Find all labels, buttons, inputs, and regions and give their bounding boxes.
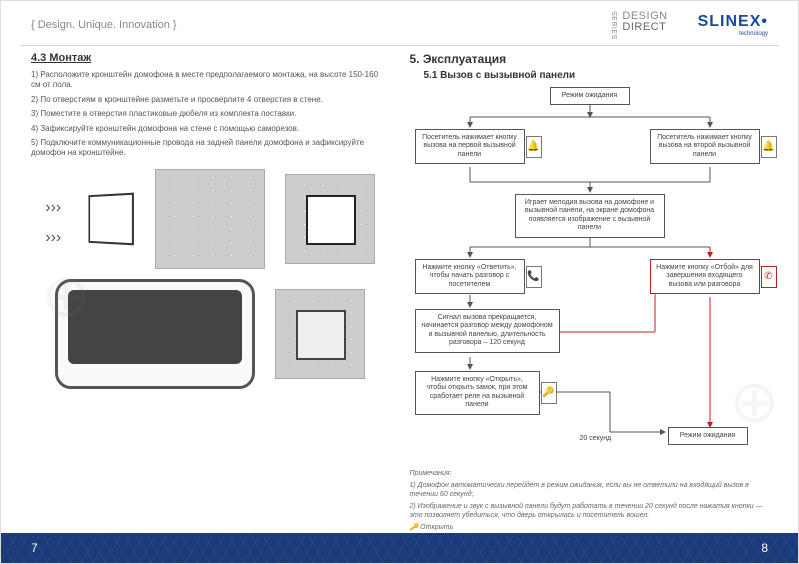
- monitor-device: [55, 279, 255, 389]
- section-5-title: 5. Эксплуатация: [410, 52, 769, 66]
- slinex-logo: SLINEX• technology: [698, 13, 768, 37]
- note-open-icon: 🔑 Открыть: [410, 523, 769, 532]
- box-melody: Играет мелодия вызова на домофоне и вызы…: [515, 194, 665, 238]
- box-standby2: Режим ожидания: [668, 427, 748, 445]
- note: 1) Домофон автоматически перейдет в режи…: [410, 481, 769, 499]
- reject-icon: ✆: [761, 266, 777, 288]
- figure-row-2: [55, 279, 365, 389]
- section-5-1-title: 5.1 Вызов с вызывной панели: [424, 70, 769, 81]
- right-column: 5. Эксплуатация 5.1 Вызов с вызывной пан…: [400, 52, 779, 526]
- box-open: Нажмите кнопку «Открыть», чтобы открыть …: [415, 371, 540, 415]
- answer-icon: 📞: [526, 266, 542, 288]
- footer: 7 8: [1, 533, 798, 563]
- step: 1) Расположите кронштейн домофона в мест…: [31, 70, 390, 91]
- wall-mounted: [275, 289, 365, 379]
- step: 2) По отверстиям в кронштейне разметьте …: [31, 95, 390, 105]
- header: { Design. Unique. Innovation } SERIES DE…: [1, 1, 798, 45]
- step: 3) Поместите в отверстия пластиковые дюб…: [31, 109, 390, 119]
- page-right: 8: [761, 541, 768, 555]
- section-4-3-title: 4.3 Монтаж: [31, 52, 390, 64]
- figures: ››› ›››: [31, 169, 390, 389]
- open-icon: 🔑: [541, 382, 557, 404]
- step: 5) Подключите коммуникационные провода н…: [31, 138, 390, 159]
- label-20sec: 20 секунд: [580, 435, 612, 442]
- box-call-panel1: Посетитель нажимает кнопку вызова на пер…: [415, 129, 525, 164]
- note: 2) Изображение и звук с вызывной панели …: [410, 502, 769, 520]
- notes-title: Примечания:: [410, 469, 769, 478]
- mounting-steps: 1) Расположите кронштейн домофона в мест…: [31, 70, 390, 159]
- content: 4.3 Монтаж 1) Расположите кронштейн домо…: [1, 46, 798, 526]
- box-signal: Сигнал вызова прекращается, начинается р…: [415, 309, 560, 353]
- bell-icon: 🔔: [761, 136, 777, 158]
- box-reject: Нажмите кнопку «Отбой» для завершения вх…: [650, 259, 760, 294]
- figure-row-1: ››› ›››: [45, 169, 375, 269]
- notes: Примечания: 1) Домофон автоматически пер…: [410, 469, 769, 533]
- box-answer: Нажмите кнопку «Ответить», чтобы начать …: [415, 259, 525, 294]
- brands: SERIES DESIGN DIRECT SLINEX• technology: [610, 11, 768, 40]
- series-design-direct: SERIES DESIGN DIRECT: [610, 11, 668, 40]
- flowchart: Режим ожидания Посетитель нажимает кнопк…: [410, 87, 770, 467]
- left-column: 4.3 Монтаж 1) Расположите кронштейн домо…: [21, 52, 400, 526]
- page: { Design. Unique. Innovation } SERIES DE…: [0, 0, 799, 564]
- wall-with-anchors: [155, 169, 265, 269]
- bell-icon: 🔔: [526, 136, 542, 158]
- tagline: { Design. Unique. Innovation }: [31, 19, 177, 31]
- page-left: 7: [31, 541, 38, 555]
- step: 4) Зафиксируйте кронштейн домофона на ст…: [31, 124, 390, 134]
- bracket-with-screws: ››› ›››: [45, 174, 135, 264]
- box-call-panel2: Посетитель нажимает кнопку вызова на вто…: [650, 129, 760, 164]
- box-standby: Режим ожидания: [550, 87, 630, 105]
- wall-with-bracket: [285, 174, 375, 264]
